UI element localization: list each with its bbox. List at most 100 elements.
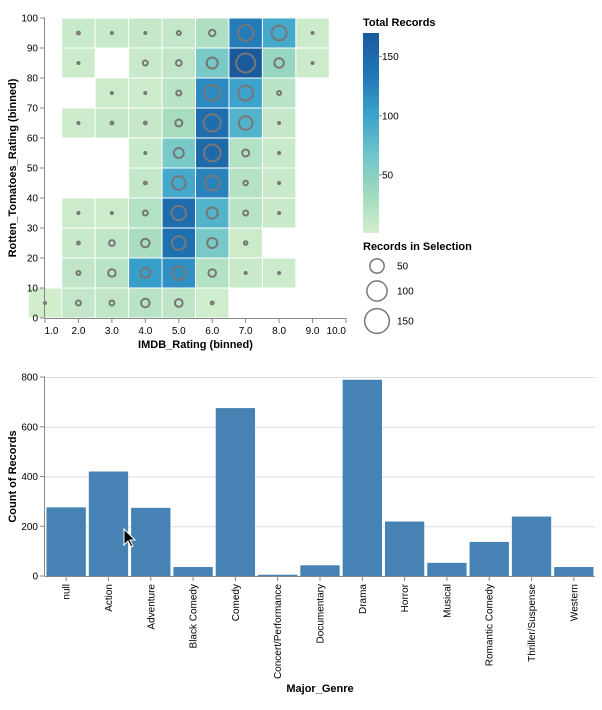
heatmap-cell[interactable]	[196, 18, 229, 48]
genre-bar-chart[interactable]: 0 200 400 600 800 null Action Adventure Black Co…	[7, 373, 595, 696]
selection-circle	[174, 118, 184, 128]
heatmap-cell[interactable]	[62, 108, 95, 138]
heatmap-cell[interactable]	[95, 288, 129, 318]
selection-circle	[208, 28, 217, 38]
heatmap-cell[interactable]	[229, 138, 262, 168]
heatmap-cell[interactable]	[262, 138, 296, 168]
heatmap-cell[interactable]	[95, 198, 129, 228]
selection-circle	[202, 143, 222, 163]
heatmap-chart[interactable]: 1.0 2.0 3.0 4.0 5.0 6.0 7.0 8.0 9.0 10.0 0 10 20 30 40…	[7, 14, 347, 352]
heatmap-cell[interactable]	[129, 78, 162, 108]
heatmap-cell[interactable]	[129, 48, 162, 78]
heatmap-cell[interactable]	[62, 48, 95, 78]
heatmap-cell[interactable]	[62, 258, 95, 288]
heatmap-cell[interactable]	[162, 18, 195, 48]
size-legend-title: Records in Selection	[363, 241, 472, 253]
selection-circle	[243, 270, 248, 276]
heatmap-cell[interactable]	[262, 198, 296, 228]
heatmap-cell[interactable]	[62, 228, 95, 258]
heatmap-cell[interactable]	[296, 18, 329, 48]
x-tick-label: Romantic Comedy	[485, 584, 496, 666]
selection-circle	[270, 24, 288, 42]
x-tick-label: Action	[104, 584, 115, 612]
heatmap-cell[interactable]	[229, 78, 262, 108]
genre-bar[interactable]	[215, 408, 256, 576]
heatmap-cell[interactable]	[162, 108, 195, 138]
heatmap-cell[interactable]	[196, 108, 229, 138]
genre-bar[interactable]	[554, 567, 594, 576]
heatmap-cell[interactable]	[62, 18, 95, 48]
heatmap-cell[interactable]	[196, 48, 229, 78]
genre-bar[interactable]	[46, 507, 86, 576]
heatmap-cell[interactable]	[296, 48, 329, 78]
selection-circle	[235, 52, 257, 74]
heatmap-cell[interactable]	[196, 168, 229, 198]
y-tick-label: 0	[32, 572, 38, 583]
heatmap-cell[interactable]	[162, 288, 195, 318]
genre-bar[interactable]	[131, 507, 171, 576]
selection-circle	[203, 84, 222, 102]
heatmap-cell[interactable]	[262, 18, 296, 48]
genre-bar[interactable]	[427, 562, 467, 576]
heatmap-cell[interactable]	[129, 18, 162, 48]
heatmap-cell[interactable]	[162, 258, 195, 288]
heatmap-cell[interactable]	[229, 228, 262, 258]
heatmap-cell[interactable]	[129, 108, 162, 138]
genre-bar[interactable]	[511, 516, 552, 576]
genre-bar[interactable]	[258, 574, 298, 576]
x-tick-label: Musical	[442, 584, 453, 618]
heatmap-cell[interactable]	[196, 288, 229, 318]
size-legend-symbol	[369, 258, 385, 274]
genre-bar[interactable]	[469, 541, 509, 576]
selection-circle	[237, 115, 254, 131]
selection-circle	[143, 90, 148, 96]
heatmap-cell[interactable]	[162, 168, 195, 198]
heatmap-cell[interactable]	[129, 168, 162, 198]
heatmap-cell[interactable]	[196, 258, 229, 288]
genre-bar[interactable]	[342, 379, 382, 576]
genre-bar[interactable]	[88, 471, 129, 576]
genre-bar[interactable]	[173, 567, 213, 576]
heatmap-cell[interactable]	[162, 48, 195, 78]
heatmap-cell[interactable]	[129, 228, 162, 258]
heatmap-cell[interactable]	[162, 138, 195, 168]
heatmap-cell[interactable]	[262, 258, 296, 288]
heatmap-cell[interactable]	[162, 228, 195, 258]
heatmap-cell[interactable]	[262, 108, 296, 138]
heatmap-cell[interactable]	[162, 78, 195, 108]
x-tick-label: Documentary	[316, 584, 327, 643]
heatmap-cell[interactable]	[262, 48, 296, 78]
heatmap-cell[interactable]	[95, 78, 129, 108]
genre-bar[interactable]	[300, 565, 340, 576]
selection-circle	[142, 180, 148, 186]
y-tick-label: 50	[27, 164, 39, 175]
heatmap-cell[interactable]	[262, 78, 296, 108]
x-tick-label: Comedy	[231, 584, 242, 621]
heatmap-cell[interactable]	[95, 258, 129, 288]
genre-bar[interactable]	[384, 521, 425, 576]
heatmap-cell[interactable]	[229, 198, 262, 228]
heatmap-cell[interactable]	[229, 168, 262, 198]
mouse-cursor-icon	[123, 527, 137, 548]
heatmap-cell[interactable]	[196, 138, 229, 168]
heatmap-cell[interactable]	[262, 168, 296, 198]
heatmap-cell[interactable]	[196, 198, 229, 228]
heatmap-cell[interactable]	[196, 228, 229, 258]
selection-circle	[242, 209, 250, 217]
selection-circle	[202, 113, 222, 133]
x-tick-label: 3.0	[105, 326, 119, 337]
heatmap-cell[interactable]	[196, 78, 229, 108]
heatmap-cell[interactable]	[162, 198, 195, 228]
heatmap-cell[interactable]	[229, 18, 262, 48]
heatmap-cell[interactable]	[129, 288, 162, 318]
heatmap-cell[interactable]	[95, 108, 129, 138]
heatmap-cell[interactable]	[229, 108, 262, 138]
heatmap-cell[interactable]	[95, 18, 129, 48]
heatmap-cell[interactable]	[95, 228, 129, 258]
heatmap-cell[interactable]	[229, 258, 262, 288]
heatmap-cell[interactable]	[129, 198, 162, 228]
heatmap-cell[interactable]	[62, 288, 95, 318]
heatmap-cell[interactable]	[129, 258, 162, 288]
heatmap-cell[interactable]	[129, 138, 162, 168]
heatmap-cell[interactable]	[62, 198, 95, 228]
